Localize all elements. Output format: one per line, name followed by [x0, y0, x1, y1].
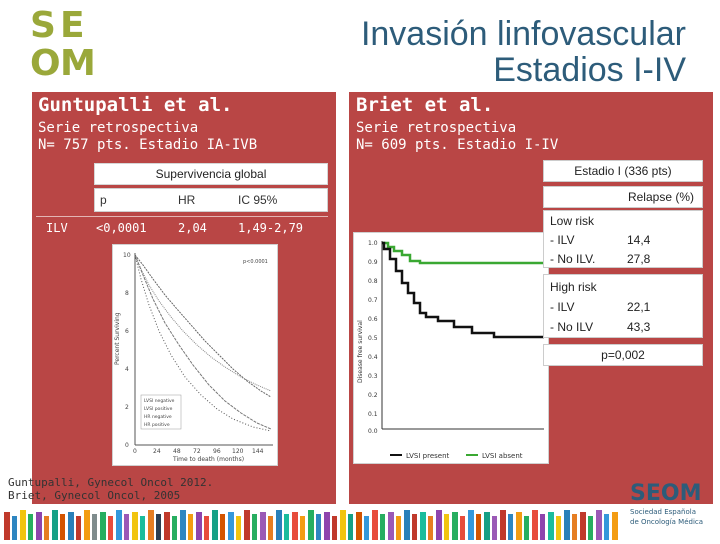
km-left-xtick-4: 96 [213, 448, 221, 455]
km-left-pval: p<0.0001 [243, 259, 268, 265]
low-risk-ilv-value: 14,4 [627, 233, 651, 247]
right-subtitle-line2: N= 609 pts. Estadio I-IV [356, 137, 559, 153]
km-left-ytick-0: 10 [123, 252, 131, 259]
low-risk-no-ilv-value: 27,8 [627, 252, 651, 266]
km-left-xtick-1: 24 [153, 448, 161, 455]
km-left-ylabel: Percent Surviving [114, 312, 121, 365]
high-risk-ilv-label: - ILV [550, 300, 575, 314]
crowd-figures [4, 510, 618, 540]
km-left-ytick-1: 8 [125, 290, 129, 297]
row-label-ilv: ILV [46, 221, 68, 235]
km-left-legend-0: LVSI negative [144, 398, 175, 404]
crowd-svg [4, 510, 618, 540]
km-left-legend-3: HR positive [144, 422, 170, 428]
seom-tagline-2: de Oncología Médica [630, 518, 703, 526]
km-left-xtick-2: 48 [173, 448, 181, 455]
left-subtitle-line2: N= 757 pts. Estadio IA-IVB [38, 137, 258, 153]
right-study-subtitle: Serie retrospectiva N= 609 pts. Estadio … [356, 120, 558, 154]
km-right-ytick-6: 0.4 [368, 354, 378, 361]
km-left-xtick-6: 144 [252, 448, 264, 455]
km-left-xtick-3: 72 [193, 448, 201, 455]
high-risk-ilv-value: 22,1 [627, 300, 651, 314]
stage-title: Estadio I (336 pts) [543, 160, 703, 182]
km-left-ytick-5: 0 [125, 442, 129, 449]
low-risk-ilv-label: - ILV [550, 233, 575, 247]
high-risk-label: High risk [550, 280, 597, 294]
km-right-legend-absent: LVSI absent [482, 452, 523, 460]
p-value-box: p=0,002 [543, 344, 703, 366]
km-right-legend-present: LVSI present [406, 452, 450, 460]
km-right-ytick-2: 0.8 [368, 278, 378, 285]
km-left-curve-c [134, 254, 272, 430]
low-risk-label: Low risk [550, 214, 595, 228]
reference-briet: Briet, Gynecol Oncol, 2005 [8, 489, 181, 502]
km-left-svg: 10 8 6 4 2 0 Percent Surviving p<0.0001 … [114, 252, 273, 463]
km-left-legend-1: LVSI positive [144, 406, 173, 412]
slide-title-line1: Invasión linfovascular [360, 15, 686, 53]
km-left-legend-2: HR negative [144, 414, 172, 420]
high-risk-no-ilv-label: - No ILV [550, 320, 594, 334]
seom-wordmark: SEOM [630, 481, 701, 506]
left-subtitle-line1: Serie retrospectiva [38, 120, 199, 136]
crowd-decoration [0, 504, 720, 540]
km-chart-left: 10 8 6 4 2 0 Percent Surviving p<0.0001 … [112, 244, 278, 466]
right-study-panel: Briet et al. Serie retrospectiva N= 609 … [349, 92, 713, 504]
value-p: <0,0001 [96, 221, 147, 235]
value-ic95: 1,49-2,79 [238, 221, 304, 235]
left-study-title: Guntupalli et al. [38, 94, 233, 116]
reference-guntupalli: Guntupalli, Gynecol Oncol 2012. [8, 476, 214, 489]
km-right-ytick-4: 0.6 [368, 316, 378, 323]
km-left-curve-d [134, 254, 272, 432]
right-study-title: Briet et al. [356, 94, 494, 116]
km-right-ytick-3: 0.7 [368, 297, 378, 304]
km-left-ytick-3: 4 [125, 366, 129, 373]
right-subtitle-line1: Serie retrospectiva [356, 120, 517, 136]
km-left-curve-a [134, 254, 272, 398]
km-left-ytick-4: 2 [125, 404, 129, 411]
references: Guntupalli, Gynecol Oncol 2012. Briet, G… [8, 476, 213, 502]
km-left-ytick-2: 6 [125, 328, 129, 335]
logo-letter-o: O [30, 43, 61, 84]
km-right-ytick-8: 0.2 [368, 392, 378, 399]
km-left-xtick-5: 120 [232, 448, 244, 455]
table-divider [36, 216, 328, 217]
left-study-subtitle: Serie retrospectiva N= 757 pts. Estadio … [38, 120, 257, 154]
slide-title-line2: Estadios I-IV [493, 51, 686, 89]
value-hr: 2,04 [178, 221, 207, 235]
left-study-panel: Guntupalli et al. Serie retrospectiva N=… [32, 92, 336, 504]
slide-title: Invasión linfovascular Estadios I-IV [361, 16, 686, 88]
low-risk-no-ilv-label: - No ILV. [550, 252, 596, 266]
high-risk-no-ilv-value: 43,3 [627, 320, 651, 334]
low-risk-box: Low risk - ILV - No ILV. 14,4 27,8 [543, 210, 703, 268]
km-left-xlabel: Time to death (months) [172, 456, 244, 463]
km-right-svg: 1.0 0.9 0.8 0.7 0.6 0.5 0.4 0.3 0.2 0.1 … [357, 240, 544, 460]
km-right-ytick-1: 0.9 [368, 259, 378, 266]
high-risk-box: High risk - ILV - No ILV 22,1 43,3 [543, 274, 703, 338]
header-ic95: IC 95% [238, 193, 278, 207]
km-right-curve-present [382, 241, 544, 339]
seom-logo-svg: SEOM Sociedad Española de Oncología Médi… [630, 481, 703, 526]
header-p: p [100, 193, 107, 207]
logo-letter-e: E [60, 5, 85, 46]
seom-logo: SEOM Sociedad Española de Oncología Médi… [626, 478, 716, 538]
seom-mosaic-logo: S E O M [30, 8, 98, 88]
logo-letter-m: M [60, 43, 96, 84]
km-left-curve-b [134, 254, 272, 392]
km-chart-right: 1.0 0.9 0.8 0.7 0.6 0.5 0.4 0.3 0.2 0.1 … [353, 232, 549, 464]
table-caption: Supervivencia global [94, 163, 328, 185]
logo-letter-s: S [30, 5, 56, 46]
km-right-ylabel: Disease free survival [357, 320, 364, 383]
km-right-ytick-9: 0.1 [368, 411, 378, 418]
km-right-ytick-0: 1.0 [368, 240, 378, 247]
seom-tagline-1: Sociedad Española [630, 508, 696, 516]
km-left-xtick-0: 0 [133, 448, 137, 455]
km-right-ytick-10: 0.0 [368, 428, 378, 435]
header-hr: HR [178, 193, 196, 207]
km-right-curve-absent [382, 241, 544, 265]
km-right-ytick-5: 0.5 [368, 335, 378, 342]
table-header-row [94, 188, 328, 212]
relapse-header: Relapse (%) [543, 186, 703, 208]
km-right-ytick-7: 0.3 [368, 373, 378, 380]
km-left-legend-box [140, 394, 182, 430]
